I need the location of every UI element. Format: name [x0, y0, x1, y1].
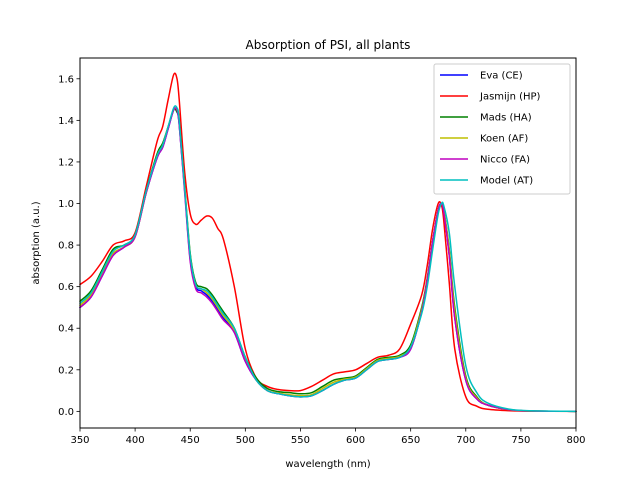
legend-label-mads-ha: Mads (HA) — [480, 113, 532, 124]
y-tick-label: 0.8 — [58, 241, 74, 252]
x-tick-label: 650 — [401, 435, 420, 446]
x-tick-label: 550 — [291, 435, 310, 446]
x-tick-label: 600 — [346, 435, 365, 446]
legend-label-koen-af: Koen (AF) — [480, 134, 528, 145]
y-tick-label: 1.6 — [58, 74, 74, 85]
series-line-model-at — [79, 105, 577, 413]
series-layer — [79, 72, 577, 413]
y-axis-label: absorption (a.u.) — [31, 201, 42, 284]
y-tick-label: 0.4 — [58, 324, 74, 335]
legend-label-jasmijn-hp: Jasmijn (HP) — [479, 92, 541, 103]
x-axis: 350 400 450 500 550 600 650 700 750 800 — [70, 428, 586, 446]
y-tick-label: 1.0 — [58, 199, 74, 210]
x-tick-label: 700 — [456, 435, 475, 446]
legend-box — [433, 63, 571, 195]
x-tick-label: 800 — [566, 435, 585, 446]
x-tick-label: 450 — [181, 435, 200, 446]
x-tick-label: 500 — [236, 435, 255, 446]
legend-label-eva-ce: Eva (CE) — [480, 71, 523, 82]
y-tick-label: 1.4 — [58, 116, 74, 127]
chart-title: Absorption of PSI, all plants — [246, 38, 411, 52]
y-tick-label: 0.2 — [58, 365, 74, 376]
y-axis: 0.0 0.2 0.4 0.6 0.8 1.0 1.2 1.4 1.6 — [58, 74, 80, 418]
y-tick-label: 0.0 — [58, 407, 74, 418]
x-axis-label: wavelength (nm) — [285, 459, 370, 470]
x-tick-label: 400 — [126, 435, 145, 446]
y-tick-label: 1.2 — [58, 157, 74, 168]
legend-label-nicco-fa: Nicco (FA) — [480, 155, 530, 166]
x-tick-label: 750 — [511, 435, 530, 446]
series-line-jasmijn-hp — [79, 72, 577, 413]
legend-label-model-at: Model (AT) — [480, 176, 533, 187]
x-tick-label: 350 — [70, 435, 89, 446]
legend: Eva (CE) Jasmijn (HP) Mads (HA) Koen (AF) Ni… — [433, 63, 571, 195]
y-tick-label: 0.6 — [58, 282, 74, 293]
plot-frame — [79, 57, 577, 429]
